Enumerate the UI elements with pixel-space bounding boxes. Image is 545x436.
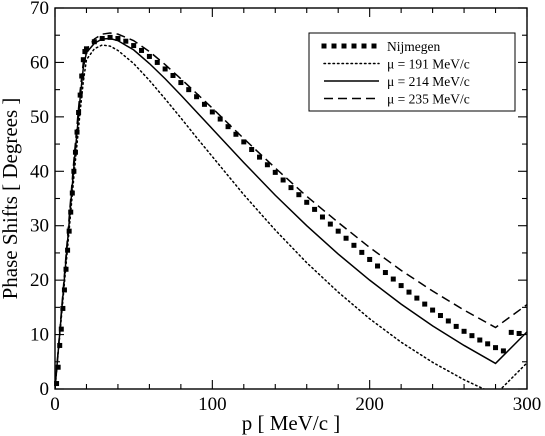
data-point [312, 206, 318, 212]
data-point [445, 318, 451, 324]
y-tick-label: 40 [30, 161, 49, 182]
data-point [209, 109, 215, 115]
x-tick-label: 200 [355, 394, 384, 415]
data-point [288, 185, 294, 191]
data-point [170, 72, 176, 78]
y-tick-label: 30 [30, 216, 49, 237]
data-point [335, 228, 341, 234]
data-point [508, 329, 514, 335]
x-tick-label: 0 [50, 394, 60, 415]
y-tick-label: 70 [30, 0, 49, 19]
legend-label: μ = 214 MeV/c [387, 74, 470, 89]
data-point [123, 38, 129, 44]
legend-marker [361, 43, 367, 49]
data-point [233, 131, 239, 137]
data-point [257, 154, 263, 160]
x-tick-label: 300 [513, 394, 542, 415]
data-point [437, 313, 443, 319]
data-point [162, 66, 168, 72]
data-point [154, 59, 160, 65]
data-point [500, 348, 506, 354]
data-point [54, 381, 60, 387]
data-point [115, 35, 121, 41]
y-tick-label: 50 [30, 107, 49, 128]
data-point [319, 214, 325, 220]
data-point [367, 256, 373, 262]
data-point [249, 147, 255, 153]
data-point [343, 235, 349, 241]
data-point [516, 330, 522, 336]
data-point [453, 323, 459, 329]
data-point [390, 276, 396, 282]
series-line-3 [55, 32, 527, 389]
data-point [485, 341, 491, 347]
data-point [477, 337, 483, 343]
legend-marker [351, 43, 357, 49]
data-point [217, 116, 223, 122]
data-point [63, 266, 69, 272]
data-point [241, 139, 247, 145]
y-tick-label: 60 [30, 52, 49, 73]
data-point [58, 326, 64, 332]
data-point [272, 169, 278, 175]
data-point [186, 87, 192, 93]
y-tick-label: 0 [40, 379, 50, 400]
data-point [55, 364, 61, 370]
data-point [469, 333, 475, 339]
data-point [359, 249, 365, 255]
data-point [225, 124, 231, 130]
data-point [82, 49, 88, 55]
legend-marker [371, 43, 377, 49]
data-point [327, 221, 333, 227]
x-tick-label: 100 [198, 394, 227, 415]
plot-area [54, 32, 527, 389]
data-point [296, 192, 302, 198]
legend: Nijmegen μ = 191 MeV/c μ = 214 MeV/c μ = 23… [308, 32, 516, 112]
data-point [398, 283, 404, 289]
data-point [422, 301, 428, 307]
legend-label: μ = 191 MeV/c [387, 57, 470, 72]
data-point [382, 270, 388, 276]
data-point [194, 94, 200, 100]
legend-marker [331, 43, 337, 49]
data-point [304, 199, 310, 205]
data-point [351, 242, 357, 248]
data-point [131, 43, 137, 49]
data-point [280, 177, 286, 183]
data-point [414, 295, 420, 301]
data-point [264, 162, 270, 168]
data-point [493, 345, 499, 351]
data-point [461, 328, 467, 334]
data-point [178, 80, 184, 86]
legend-label: μ = 235 MeV/c [387, 92, 470, 107]
data-point [406, 289, 412, 295]
data-point [201, 101, 207, 107]
y-axis-label: Phase Shifts [ Degrees ] [0, 98, 22, 300]
y-tick-label: 20 [30, 270, 49, 291]
data-point [57, 342, 63, 348]
data-point [375, 263, 381, 269]
data-point [146, 53, 152, 59]
x-axis-label: p [ MeV/c ] [242, 411, 341, 435]
legend-marker [321, 43, 327, 49]
data-point [107, 34, 113, 40]
data-point [139, 47, 145, 53]
y-tick-label: 10 [30, 325, 49, 346]
legend-marker [341, 43, 347, 49]
data-point [91, 39, 97, 45]
legend-label: Nijmegen [387, 39, 440, 54]
data-point [430, 307, 436, 313]
